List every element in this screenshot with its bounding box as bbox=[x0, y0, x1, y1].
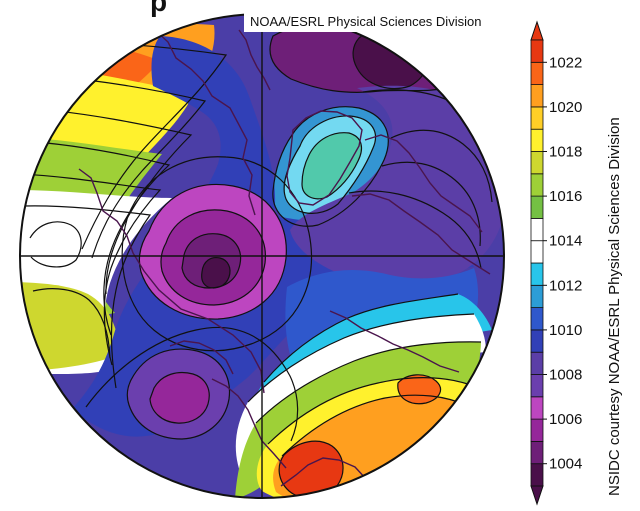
colorbar-segment bbox=[530, 284, 544, 308]
colorbar-tick-label: 1012 bbox=[549, 277, 582, 294]
contour-line bbox=[283, 115, 377, 214]
pacific-yellow-green-fill bbox=[20, 282, 120, 372]
colorbar-segment bbox=[530, 396, 544, 420]
contour-line bbox=[348, 190, 482, 269]
east-asia-coastline bbox=[280, 457, 368, 487]
colorbar-segment bbox=[530, 128, 544, 152]
colorbar-segment bbox=[530, 173, 544, 197]
beaufort-low-core-fill bbox=[201, 257, 230, 288]
alaska-coastline bbox=[169, 340, 234, 375]
colorbar-segment bbox=[530, 151, 544, 175]
colorbar-segment bbox=[530, 39, 544, 63]
contour-line bbox=[138, 184, 287, 320]
east-siberia-coastline bbox=[329, 310, 460, 373]
siberia-deep-red-fill bbox=[279, 441, 343, 498]
bering-strait-coastline bbox=[211, 378, 287, 469]
siberia-red-high-fill bbox=[397, 374, 441, 404]
coastline-outlines bbox=[78, 29, 491, 487]
contour-line bbox=[281, 394, 469, 457]
contour-line bbox=[201, 256, 231, 289]
canada-arctic-coastline bbox=[78, 168, 265, 394]
colorbar-segment bbox=[530, 351, 544, 375]
contour-line bbox=[32, 288, 111, 359]
colorbar-segment bbox=[530, 61, 544, 85]
pressure-colorbar: 1004 1006 1008 1010 1012 1014 1016 1018 1020 1022 bbox=[530, 20, 582, 506]
contour-line bbox=[121, 156, 313, 352]
map-credit-text: NOAA/ESRL Physical Sciences Division bbox=[250, 14, 482, 29]
colorbar-tick-label: 1008 bbox=[549, 367, 582, 384]
contour-line bbox=[23, 205, 152, 389]
colorbar-tick-label: 1004 bbox=[549, 456, 582, 473]
contour-line bbox=[33, 74, 207, 259]
contour-line bbox=[160, 209, 266, 306]
colorbar-segment bbox=[530, 240, 544, 264]
contour-line bbox=[263, 293, 459, 383]
contour-line bbox=[20, 173, 162, 366]
contour-line bbox=[390, 129, 493, 203]
colorbar-segment bbox=[530, 418, 544, 442]
colorbar-segment bbox=[530, 195, 544, 219]
colorbar-top-arrow bbox=[530, 20, 544, 41]
contour-line bbox=[149, 371, 210, 424]
contour-line bbox=[126, 348, 231, 440]
contour-line bbox=[397, 374, 442, 405]
russia-northern-coastline bbox=[351, 193, 491, 275]
colorbar-segment bbox=[530, 307, 544, 331]
map-credit-box: NOAA/ESRL Physical Sciences Division bbox=[244, 12, 488, 32]
side-credit-text: NSIDC courtesy NOAA/ESRL Physical Scienc… bbox=[606, 117, 623, 496]
colorbar-tick-label: 1014 bbox=[549, 233, 582, 250]
north-america-coastline bbox=[154, 29, 256, 216]
labrador-coastline bbox=[238, 29, 271, 91]
cropped-title-fragment: p bbox=[150, 0, 240, 28]
colorbar-segment bbox=[530, 262, 544, 286]
contour-line bbox=[181, 233, 242, 289]
title-fragment-text: p bbox=[150, 0, 168, 17]
contour-line bbox=[20, 140, 171, 336]
colorbar-tick-label: 1018 bbox=[549, 144, 582, 161]
contour-line bbox=[85, 326, 299, 442]
colorbar-tick-label: 1016 bbox=[549, 188, 582, 205]
colorbar-bottom-arrow bbox=[530, 485, 544, 506]
contour-line bbox=[29, 221, 82, 268]
contour-line bbox=[247, 313, 475, 403]
colorbar-segment bbox=[530, 106, 544, 130]
alaska-deeper-low-fill bbox=[150, 372, 210, 424]
side-credit-label: NSIDC courtesy NOAA/ESRL Physical Scienc… bbox=[606, 117, 624, 496]
contour-line bbox=[255, 341, 482, 424]
contour-line bbox=[301, 132, 363, 200]
scandinavia-coastline bbox=[364, 134, 483, 233]
contour-line bbox=[23, 107, 193, 295]
contour-line bbox=[272, 106, 389, 227]
colorbar-tick-label: 1010 bbox=[549, 322, 582, 339]
colorbar-tick-label: 1020 bbox=[549, 99, 582, 116]
colorbar-tick-label: 1006 bbox=[549, 411, 582, 428]
colorbar-segment bbox=[530, 463, 544, 487]
colorbar-segment bbox=[530, 374, 544, 398]
colorbar-segment bbox=[530, 440, 544, 465]
colorbar-segment bbox=[530, 217, 544, 242]
colorbar-tick-label: 1022 bbox=[549, 54, 582, 71]
contour-line bbox=[381, 161, 481, 247]
colorbar-segment bbox=[530, 84, 544, 108]
colorbar-segment bbox=[530, 329, 544, 353]
greenland-coastline bbox=[286, 110, 363, 206]
